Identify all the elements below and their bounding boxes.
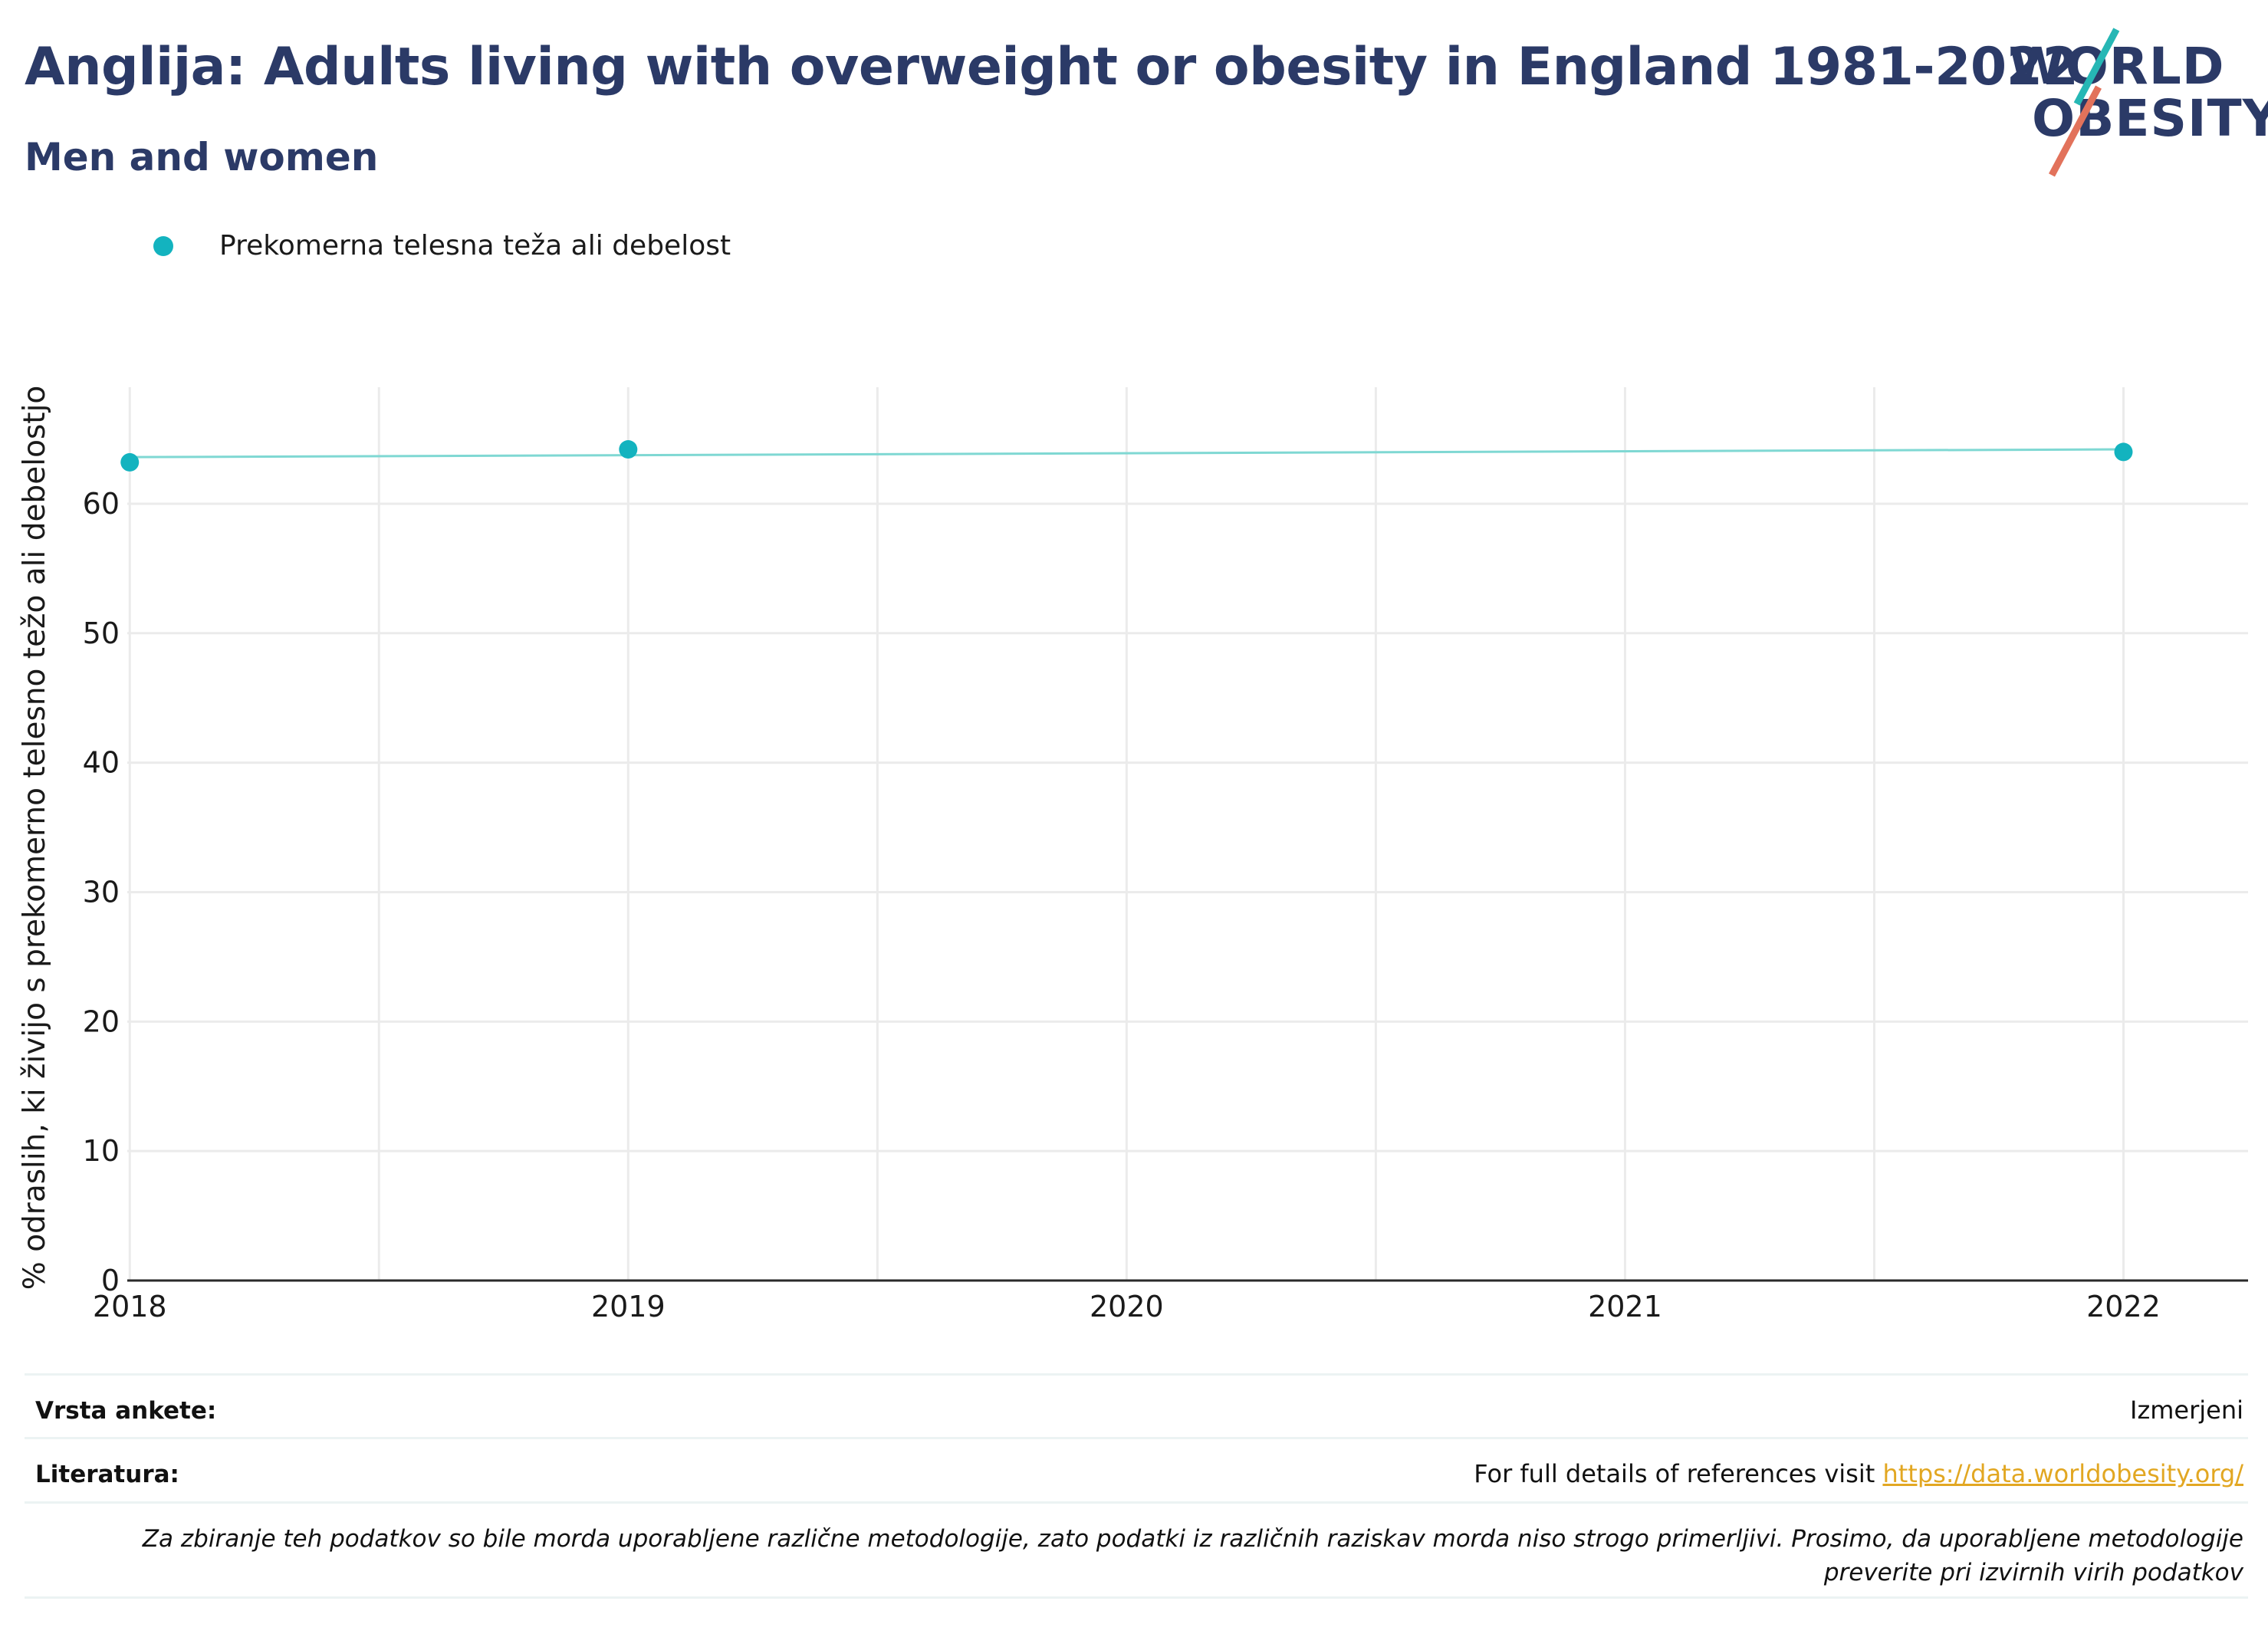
legend[interactable]: Prekomerna telesna teža ali debelost xyxy=(153,230,731,261)
y-tick-label: 50 xyxy=(83,616,120,650)
x-tick-label: 2022 xyxy=(2086,1290,2161,1323)
logo-text-world: WORLD xyxy=(2009,37,2225,96)
data-points xyxy=(120,440,2133,472)
y-tick-label: 60 xyxy=(83,487,120,521)
footer-divider xyxy=(25,1596,2248,1599)
chart-svg: 2018 2019 2020 2021 2022 0 10 20 30 40 50 60 % odr… xyxy=(18,386,2248,1323)
y-tick-label: 10 xyxy=(83,1134,120,1168)
x-gridlines xyxy=(128,387,2125,1281)
references-text: For full details of references visit xyxy=(1474,1459,1883,1488)
references-label: Literatura: xyxy=(35,1461,179,1488)
y-tick-label: 20 xyxy=(83,1004,120,1038)
footer-divider xyxy=(25,1373,2248,1376)
survey-type-value: Izmerjeni xyxy=(2130,1396,2243,1425)
references-link[interactable]: https://data.worldobesity.org/ xyxy=(1882,1459,2243,1488)
x-tick-label: 2021 xyxy=(1588,1290,1662,1323)
survey-type-label: Vrsta ankete: xyxy=(35,1397,217,1425)
y-tick-label: 0 xyxy=(101,1264,120,1297)
y-gridlines xyxy=(127,502,2248,1152)
y-tick-labels: 0 10 20 30 40 50 60 xyxy=(83,487,120,1297)
data-point xyxy=(2114,442,2133,462)
x-tick-labels: 2018 2019 2020 2021 2022 xyxy=(93,1290,2161,1323)
data-point xyxy=(619,440,638,459)
footer-divider xyxy=(25,1501,2248,1504)
methodology-note: Za zbiranje teh podatkov so bile morda u… xyxy=(142,1525,2243,1586)
y-tick-label: 40 xyxy=(83,746,120,780)
x-tick-label: 2020 xyxy=(1090,1290,1164,1323)
world-obesity-logo: WORLD OBESITY xyxy=(2001,21,2268,177)
trendlines xyxy=(130,448,2124,459)
chart-subtitle: Men and women xyxy=(25,135,379,179)
legend-marker xyxy=(153,235,173,256)
legend-label: Prekomerna telesna teža ali debelost xyxy=(219,230,731,261)
chart-title: Anglija: Adults living with overweight o… xyxy=(25,37,2079,97)
data-point xyxy=(120,452,140,472)
references-value: For full details of references visit htt… xyxy=(1474,1459,2243,1488)
x-tick-label: 2018 xyxy=(93,1290,167,1323)
y-axis-label: % odraslih, ki živijo s prekomerno teles… xyxy=(18,386,52,1290)
y-tick-label: 30 xyxy=(83,875,120,909)
x-tick-label: 2019 xyxy=(591,1290,666,1323)
footer-divider xyxy=(25,1437,2248,1439)
trendline xyxy=(130,448,2124,459)
